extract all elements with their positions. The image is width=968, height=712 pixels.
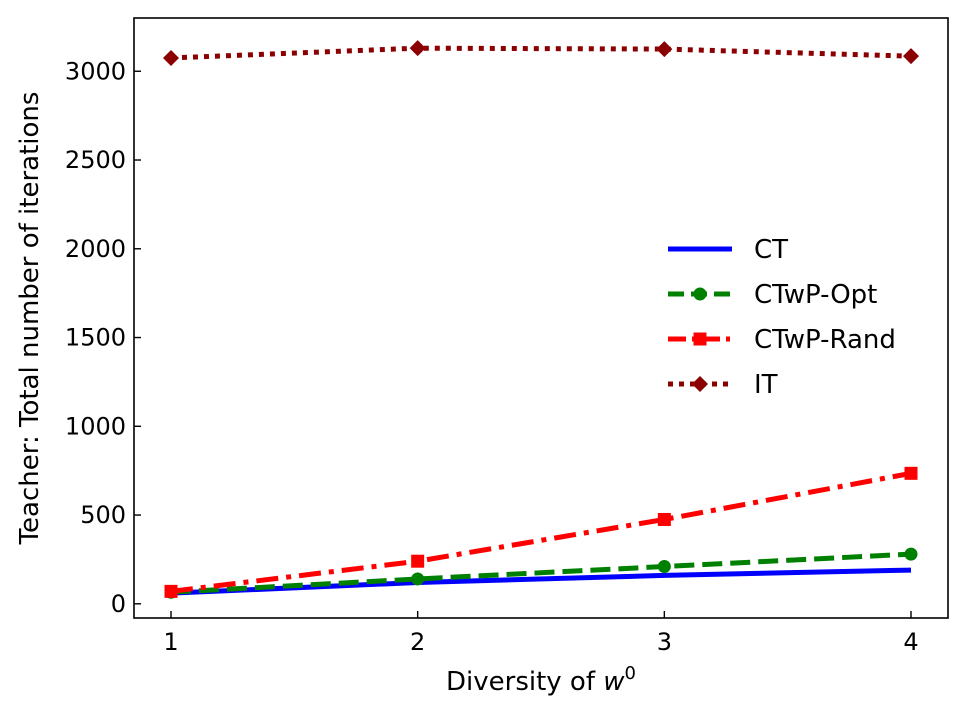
data-point-ctwp-rand	[904, 466, 918, 480]
y-axis-ticks: 0 500 1000 1500 2000 2500 3000	[65, 57, 141, 618]
legend-label-ctwp-rand: CTwP-Rand	[754, 325, 896, 355]
series-it	[163, 40, 919, 66]
y-tick-label: 1500	[65, 324, 126, 352]
data-point-ctwp-opt	[904, 547, 918, 561]
data-point-it	[409, 40, 426, 57]
x-axis-label-text: Diversity of	[446, 667, 603, 697]
x-axis-ticks: 1 2 3 4	[163, 611, 919, 656]
x-axis-label: Diversity of w0	[446, 663, 636, 697]
legend-label-ct: CT	[754, 235, 788, 265]
legend-label-it: IT	[754, 370, 778, 400]
x-tick-label: 1	[163, 628, 178, 656]
data-point-it	[163, 49, 179, 66]
data-point-it	[903, 48, 919, 65]
legend-entry-ctwp-rand: CTwP-Rand	[668, 325, 896, 355]
legend-marker-it	[692, 376, 708, 392]
legend-marker-ctwp-rand	[693, 332, 707, 346]
y-tick-label: 0	[111, 590, 126, 618]
legend-marker-ctwp-opt	[693, 287, 707, 301]
x-tick-label: 4	[903, 628, 918, 656]
data-point-ctwp-rand	[411, 554, 425, 568]
plot-frame	[133, 17, 949, 619]
y-tick-label: 2000	[65, 235, 126, 263]
series-layer	[163, 40, 919, 599]
y-tick-label: 500	[80, 501, 126, 529]
x-axis-label-variable: w	[603, 667, 625, 697]
data-point-ctwp-opt	[657, 560, 671, 574]
x-tick-label: 3	[657, 628, 672, 656]
legend-entry-it: IT	[668, 370, 778, 400]
x-tick-label: 2	[410, 628, 425, 656]
series-line-it	[170, 45, 912, 61]
legend-entry-ctwp-opt: CTwP-Opt	[668, 280, 877, 310]
data-point-ctwp-rand	[164, 584, 178, 598]
y-axis-label: Teacher: Total number of iterations	[15, 92, 45, 546]
y-tick-label: 3000	[65, 57, 126, 85]
legend-frame	[655, 224, 935, 408]
y-tick-label: 1000	[65, 412, 126, 440]
data-point-ctwp-rand	[657, 512, 671, 526]
y-tick-label: 2500	[65, 146, 126, 174]
series-ctwp-rand	[164, 466, 918, 598]
data-point-ctwp-opt	[411, 572, 425, 586]
legend-label-ctwp-opt: CTwP-Opt	[754, 280, 877, 310]
legend-entry-ct: CT	[668, 235, 788, 265]
x-axis-label-superscript: 0	[625, 663, 636, 684]
data-point-it	[656, 41, 673, 58]
series-line-ctwp-opt	[170, 551, 912, 595]
legend: CT CTwP-Opt CTwP-Rand IT	[655, 224, 935, 408]
